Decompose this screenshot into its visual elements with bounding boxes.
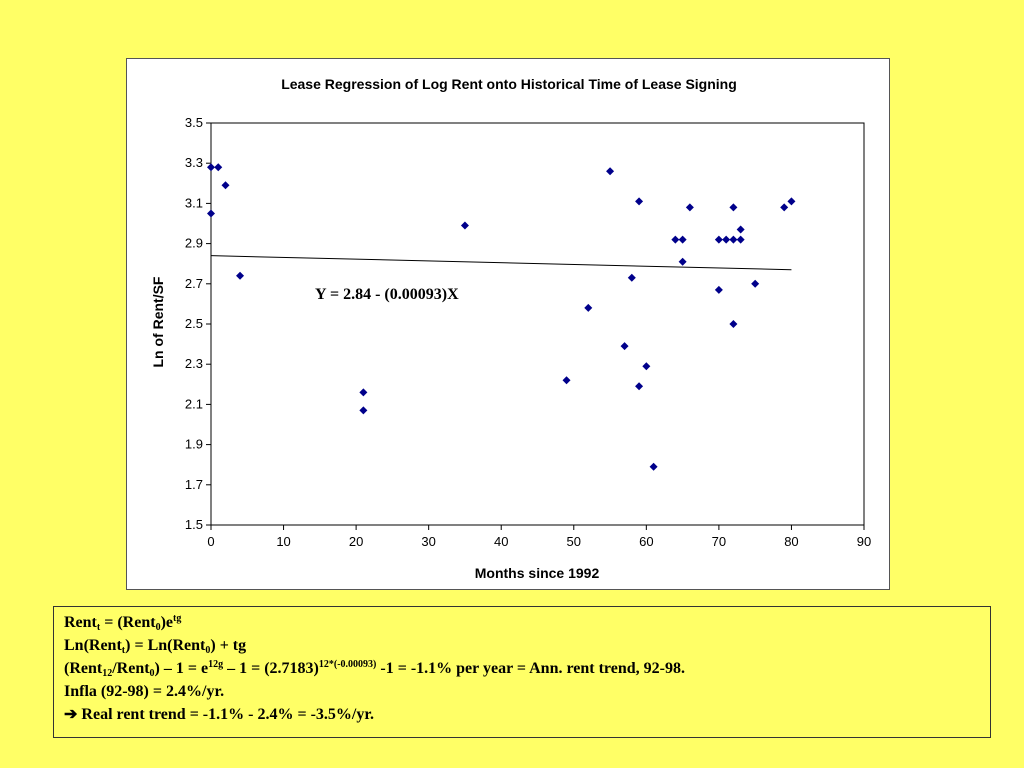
trend-line xyxy=(210,255,792,271)
data-point xyxy=(714,285,723,294)
scatter-chart: Lease Regression of Log Rent onto Histor… xyxy=(150,76,871,581)
y-tick-label: 1.7 xyxy=(185,477,203,492)
y-tick-label: 2.5 xyxy=(185,316,203,331)
data-point xyxy=(620,342,629,351)
data-point xyxy=(642,362,651,371)
y-tick-label: 3.3 xyxy=(185,155,203,170)
data-point xyxy=(685,203,694,212)
data-point xyxy=(214,163,223,172)
data-point xyxy=(736,225,745,234)
right-arrow-icon: ➔ xyxy=(64,706,78,723)
data-point xyxy=(460,221,469,230)
note-line-3: (Rent12/Rent0) – 1 = e12g – 1 = (2.7183)… xyxy=(64,657,980,680)
data-point xyxy=(714,235,723,244)
x-tick-label: 10 xyxy=(276,534,290,549)
x-tick-label: 60 xyxy=(639,534,653,549)
x-tick-label: 50 xyxy=(567,534,581,549)
note-subscript: t xyxy=(96,622,101,633)
data-point xyxy=(236,271,245,280)
data-point xyxy=(722,235,731,244)
data-point xyxy=(359,406,368,415)
note-text: Ln(Rent xyxy=(64,637,122,654)
note-text: ) – 1 = e xyxy=(154,660,209,677)
data-point xyxy=(729,320,738,328)
y-axis-title: Ln of Rent/SF xyxy=(150,276,166,367)
chart-panel: Lease Regression of Log Rent onto Histor… xyxy=(126,58,890,590)
note-subscript: 12 xyxy=(102,668,113,679)
data-point xyxy=(584,303,593,312)
note-text: Rent xyxy=(64,614,97,631)
note-line-4: Infla (92-98) = 2.4%/yr. xyxy=(64,680,980,703)
note-text: )e xyxy=(160,614,173,631)
note-text: – 1 = (2.7183) xyxy=(223,660,319,677)
note-text: -1 = -1.1% per year = Ann. rent trend, 9… xyxy=(376,660,685,677)
note-superscript: 12*(-0.00093) xyxy=(318,659,377,670)
data-point xyxy=(678,257,687,266)
x-tick-label: 20 xyxy=(349,534,363,549)
note-text: ) = Ln(Rent xyxy=(125,637,206,654)
data-point xyxy=(649,462,658,471)
data-point xyxy=(562,376,571,385)
note-subscript: 0 xyxy=(205,645,211,656)
y-tick-label: 2.3 xyxy=(185,356,203,371)
data-point xyxy=(671,235,680,244)
data-point xyxy=(627,273,636,282)
note-line-5: ➔ Real rent trend = -1.1% - 2.4% = -3.5%… xyxy=(64,703,980,726)
x-tick-label: 80 xyxy=(784,534,798,549)
x-tick-label: 30 xyxy=(421,534,435,549)
data-point xyxy=(635,382,644,391)
y-tick-label: 1.5 xyxy=(185,517,203,532)
regression-equation-label: Y = 2.84 - (0.00093)X xyxy=(315,286,459,303)
note-text: Real rent trend = -1.1% - 2.4% = -3.5%/y… xyxy=(77,706,374,723)
chart-title: Lease Regression of Log Rent onto Histor… xyxy=(281,76,737,92)
note-text: /Rent xyxy=(112,660,150,677)
data-point xyxy=(729,235,738,244)
y-tick-label: 3.5 xyxy=(185,115,203,130)
data-point xyxy=(635,197,644,206)
data-point xyxy=(678,235,687,244)
plot-area-frame xyxy=(210,122,865,526)
notes-box: Rentt = (Rent0)etg Ln(Rentt) = Ln(Rent0)… xyxy=(53,606,991,738)
data-point xyxy=(787,197,796,206)
note-subscript: 0 xyxy=(149,668,155,679)
y-tick-label: 1.9 xyxy=(185,437,203,452)
note-line-1: Rentt = (Rent0)etg xyxy=(64,611,980,634)
x-tick-label: 0 xyxy=(207,534,214,549)
data-point xyxy=(207,163,215,172)
x-tick-label: 70 xyxy=(712,534,726,549)
note-superscript: tg xyxy=(173,613,182,624)
y-tick-label: 2.7 xyxy=(185,276,203,291)
y-tick-label: 3.1 xyxy=(185,195,203,210)
data-point xyxy=(207,209,215,218)
note-line-2: Ln(Rentt) = Ln(Rent0) + tg xyxy=(64,634,980,657)
data-point xyxy=(606,167,615,176)
note-superscript: 12g xyxy=(208,659,224,670)
x-tick-label: 90 xyxy=(857,534,871,549)
data-point xyxy=(736,235,745,244)
note-text: Infla (92-98) = 2.4%/yr. xyxy=(64,683,225,700)
note-subscript: 0 xyxy=(155,622,161,633)
data-point xyxy=(780,203,789,212)
note-subscript: t xyxy=(121,645,126,656)
data-point xyxy=(729,203,738,212)
y-tick-label: 2.9 xyxy=(185,236,203,251)
x-tick-label: 40 xyxy=(494,534,508,549)
note-text: (Rent xyxy=(64,660,103,677)
note-text: = (Rent xyxy=(100,614,156,631)
data-point xyxy=(751,279,760,288)
data-point xyxy=(221,181,230,190)
note-text: ) + tg xyxy=(210,637,247,654)
x-axis-title: Months since 1992 xyxy=(475,565,600,581)
data-point xyxy=(359,388,368,397)
y-tick-label: 2.1 xyxy=(185,396,203,411)
